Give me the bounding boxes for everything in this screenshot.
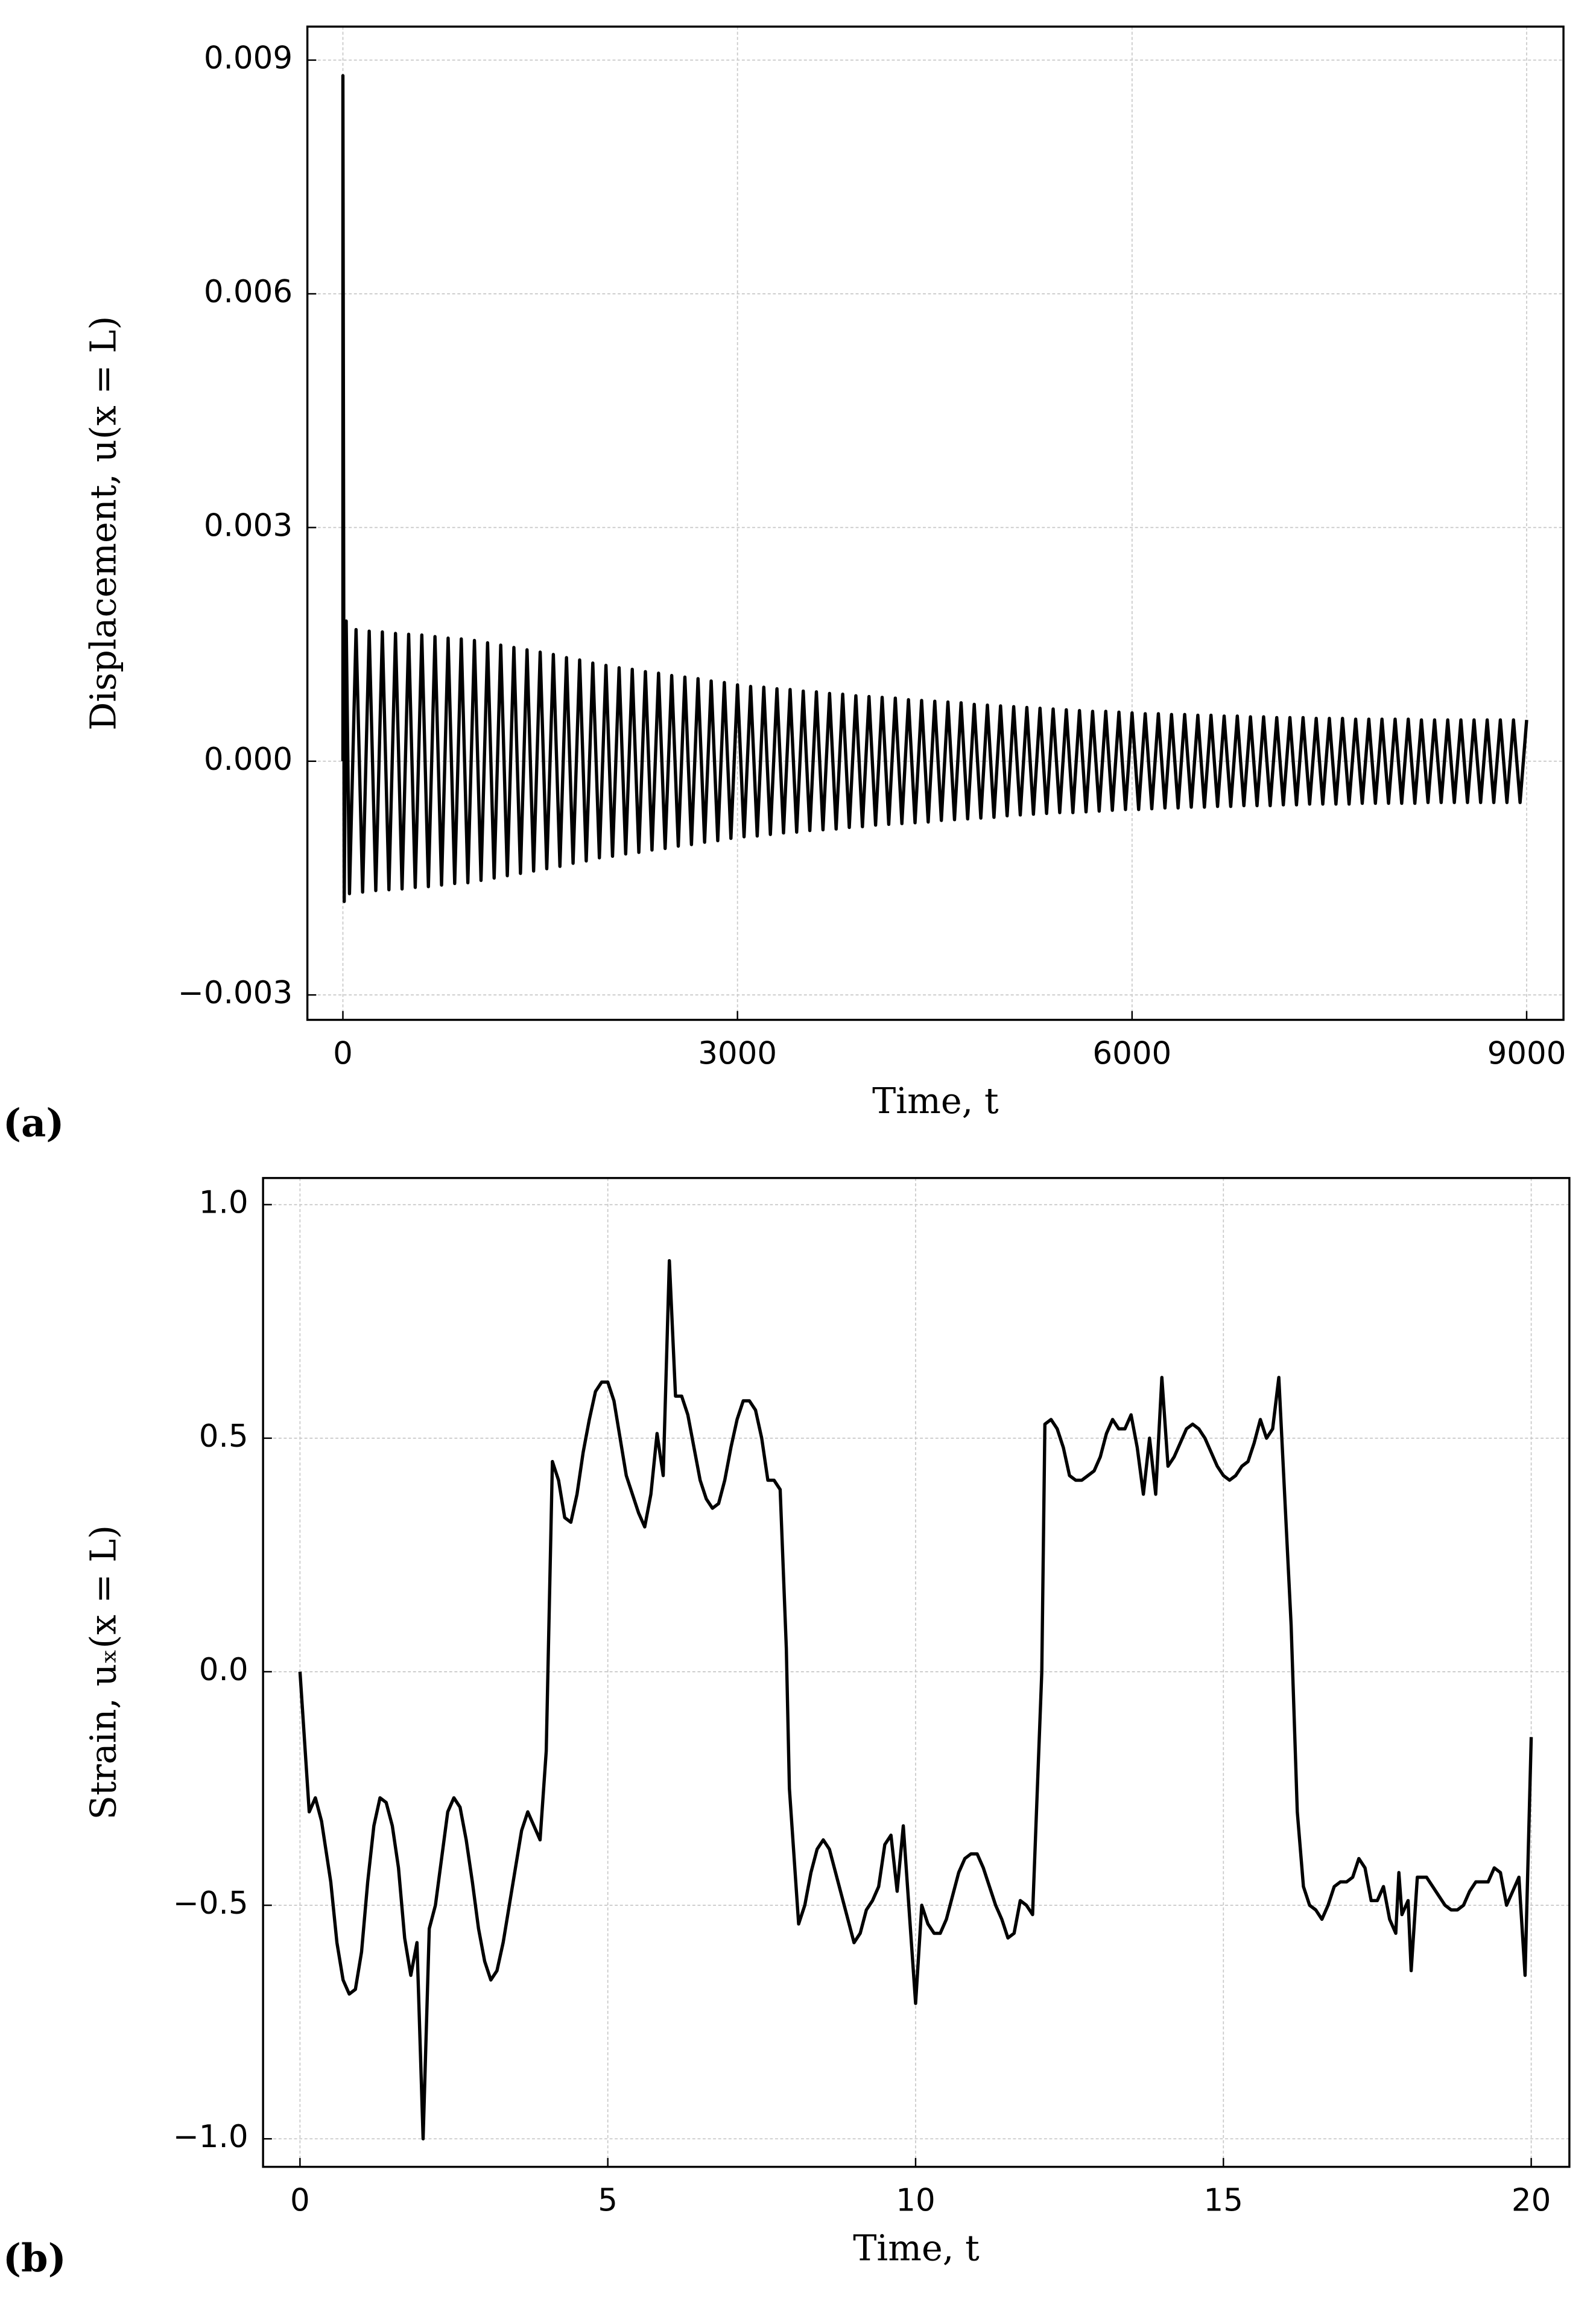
y-tick-label: 0.009 (204, 40, 293, 77)
plot-frame (306, 25, 1565, 1021)
x-tick-label: 0 (333, 1035, 353, 1071)
y-tick-label: 0.5 (199, 1418, 249, 1455)
x-tick-label: 20 (1512, 2182, 1551, 2218)
data-line (298, 1258, 1533, 2141)
x-tick-label: 9000 (1487, 1035, 1566, 1071)
panel-label: (b) (3, 2236, 66, 2281)
x-axis-label: Time, t (853, 2227, 980, 2268)
y-tick-label: 1.0 (199, 1185, 249, 1221)
y-axis-label: Displacement, u(x = L) (82, 316, 124, 731)
plot-frame (262, 1176, 1571, 2168)
x-tick-label: 3000 (698, 1035, 777, 1071)
y-tick-label: 0.000 (204, 741, 293, 778)
y-tick-label: −0.5 (173, 1885, 249, 1922)
data-line (341, 74, 1528, 903)
y-tick-label: 0.006 (204, 274, 293, 310)
y-tick-label: 0.003 (204, 507, 293, 544)
x-tick-label: 6000 (1092, 1035, 1171, 1071)
x-tick-label: 5 (598, 2182, 618, 2218)
y-tick-label: −1.0 (173, 2119, 249, 2155)
y-tick-label: 0.0 (199, 1652, 249, 1688)
x-tick-label: 10 (896, 2182, 935, 2218)
x-tick-label: 15 (1204, 2182, 1243, 2218)
x-tick-label: 0 (290, 2182, 310, 2218)
x-axis-label: Time, t (872, 1080, 999, 1122)
y-axis-label: Strain, uₓ(x = L) (82, 1525, 124, 1820)
panel-label: (a) (3, 1100, 65, 1146)
y-tick-label: −0.003 (178, 975, 293, 1011)
